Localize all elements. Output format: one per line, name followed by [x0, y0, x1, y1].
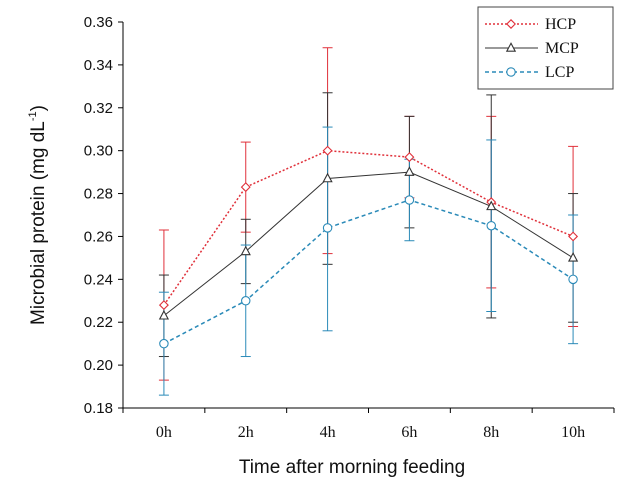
y-tick-label: 0.32	[84, 100, 113, 117]
y-axis-title: Microbial protein (mg dL-1)	[27, 105, 49, 325]
x-tick-label: 10h	[561, 424, 585, 441]
y-tick-label: 0.34	[84, 57, 113, 74]
hcp-data-point	[568, 231, 579, 242]
tick-labels: 0.18 0.20 0.22 0.24 0.26 0.28 0.30 0.32 0.34 0.36…	[84, 14, 585, 441]
hcp-data-point	[158, 300, 169, 311]
x-tick-label: 2h	[238, 424, 254, 441]
mcp-data-point	[240, 245, 251, 256]
lcp-data-point	[241, 296, 251, 306]
legend-label-hcp: HCP	[545, 16, 576, 33]
mcp-data-point	[322, 172, 333, 183]
y-tick-label: 0.28	[84, 186, 113, 203]
lcp-data-point	[159, 338, 169, 349]
y-tick-label: 0.18	[84, 400, 113, 417]
legend: HCP MCP LCP	[477, 6, 614, 90]
legend-marker-hcp	[506, 19, 516, 29]
y-axis-title-close: )	[28, 105, 49, 111]
x-tick-label: 8h	[483, 424, 499, 441]
x-axis-title: Time after morning feeding	[239, 457, 465, 478]
lcp-data-point	[486, 220, 496, 231]
hcp-data-point	[240, 182, 251, 193]
lcp-data-point	[322, 223, 333, 233]
axes	[118, 21, 615, 413]
legend-label-lcp: LCP	[545, 64, 574, 81]
hcp-series-line	[163, 149, 574, 306]
hcp-data-point	[404, 152, 415, 163]
x-tick-label: 4h	[320, 424, 336, 441]
legend-marker-lcp	[506, 67, 516, 77]
mcp-data-point	[404, 166, 415, 176]
lcp-data-point	[404, 195, 415, 205]
mcp-data-point	[158, 309, 170, 320]
y-axis-title-superscript: -1	[27, 111, 39, 121]
legend-marker-mcp	[505, 42, 517, 52]
y-tick-label: 0.22	[84, 314, 113, 331]
y-tick-label: 0.26	[84, 228, 113, 245]
y-tick-label: 0.30	[84, 143, 113, 160]
series-group	[158, 47, 579, 396]
mcp-data-point	[567, 252, 579, 262]
hcp-data-point	[322, 145, 333, 156]
mcp-series-line	[163, 171, 574, 317]
legend-label-mcp: MCP	[545, 40, 579, 57]
x-tick-label: 0h	[156, 424, 172, 441]
y-tick-label: 0.36	[84, 14, 113, 31]
mcp-data-point	[486, 200, 497, 211]
x-tick-label: 6h	[401, 424, 417, 441]
y-tick-label: 0.24	[84, 271, 113, 288]
lcp-data-point	[568, 274, 578, 285]
y-axis-title-main: Microbial protein (mg dL	[28, 121, 49, 325]
lcp-series-line	[163, 199, 574, 345]
y-tick-label: 0.20	[84, 357, 113, 374]
